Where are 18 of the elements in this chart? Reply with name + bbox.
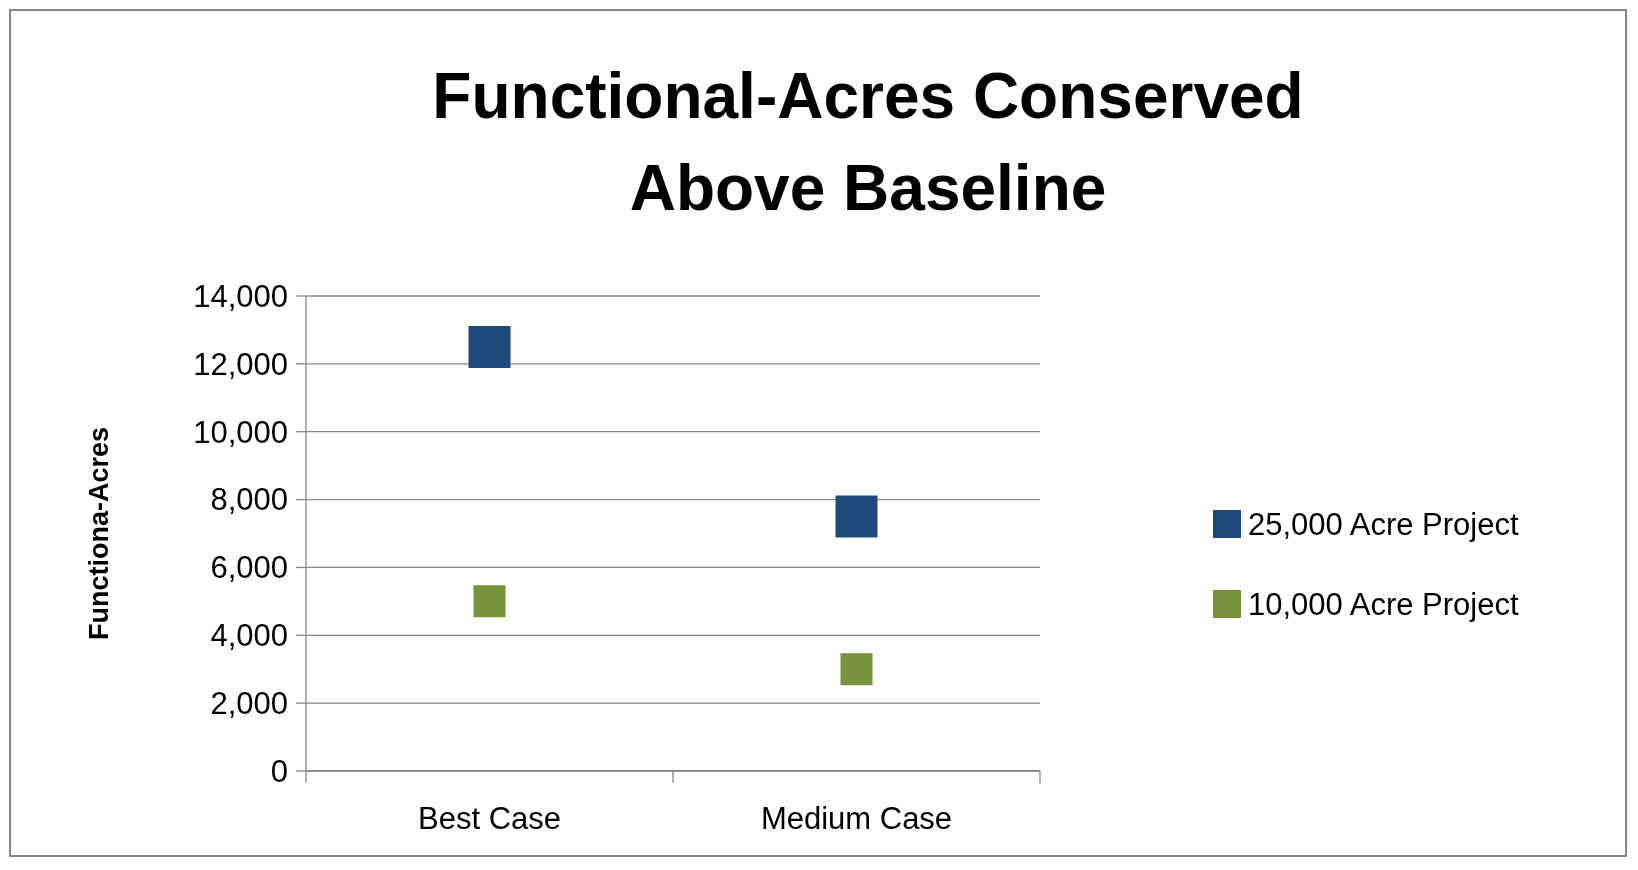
y-tick-label: 2,000 [210,685,288,721]
point [468,325,511,368]
point [840,653,873,686]
y-tick-label: 12,000 [193,346,288,382]
legend-label: 10,000 Acre Project [1248,586,1519,622]
y-axis-title: Functiona-Acres [84,426,114,641]
y-tick-label: 6,000 [210,550,288,586]
legend-label: 25,000 Acre Project [1248,506,1519,542]
y-tick-label: 14,000 [193,278,288,314]
y-tick-label: 8,000 [210,482,288,518]
x-tick-label: Medium Case [760,801,953,836]
chart-title: Functional-Acres Conserved Above Baseline [432,60,1304,224]
point [835,495,878,538]
y-tick-label: 10,000 [193,414,288,450]
x-tick-label: Best Case [417,801,562,836]
y-tick-label: 4,000 [210,618,288,654]
y-tick-label: 0 [270,753,288,789]
point [473,585,506,618]
